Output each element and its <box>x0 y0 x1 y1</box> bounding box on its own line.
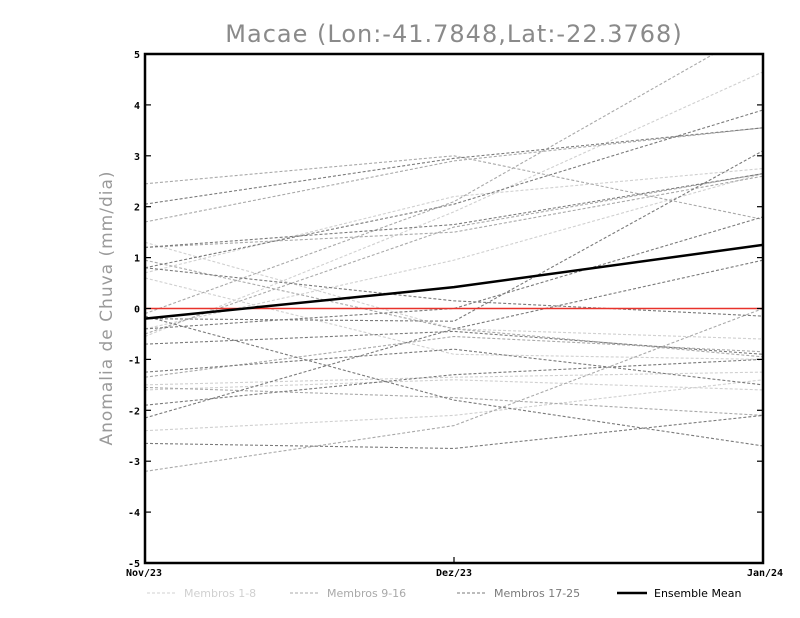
legend-label-3: Membros 17-25 <box>494 587 580 600</box>
y-tick-label: -4 <box>128 508 140 519</box>
member-line-group3-4 <box>145 358 763 406</box>
y-tick-label: -1 <box>128 355 140 366</box>
member-line-group1-3 <box>145 173 763 330</box>
member-line-group2-6 <box>145 175 763 248</box>
member-line-group2-4 <box>145 335 763 378</box>
member-line-group3-6 <box>145 150 763 322</box>
y-tick-label: 2 <box>134 203 140 214</box>
member-line-group3-9 <box>145 315 763 447</box>
y-tick-label: 1 <box>134 254 140 265</box>
y-axis-ticks: -5 -4 -3 -2 -1 0 1 2 3 4 5 <box>128 50 763 570</box>
x-tick-label: Jan/24 <box>747 568 783 579</box>
y-tick-label: 5 <box>134 50 140 61</box>
member-line-group3-7 <box>145 259 763 419</box>
member-line-group3-3 <box>145 109 763 269</box>
member-line-group1-1 <box>145 379 763 432</box>
member-line-group1-7 <box>145 167 763 274</box>
x-tick-label: Dez/23 <box>436 568 472 579</box>
member-line-group3-2 <box>145 127 763 205</box>
x-axis-ticks: Nov/23 Dez/23 Jan/24 <box>126 557 783 579</box>
legend-label-4: Ensemble Mean <box>654 587 741 600</box>
y-axis-label: Anomalia de Chuva (mm/dia) <box>97 170 117 445</box>
y-tick-label: 3 <box>134 152 140 163</box>
member-line-group3-11 <box>145 348 763 386</box>
member-line-group2-5 <box>145 54 715 315</box>
member-line-group1-4 <box>145 277 763 360</box>
y-tick-label: -3 <box>128 457 140 468</box>
member-line-group1-8 <box>145 371 763 386</box>
member-line-group2-3 <box>145 127 763 223</box>
x-tick-label: Nov/23 <box>126 568 162 579</box>
y-tick-label: 4 <box>134 101 140 112</box>
member-line-group2-2 <box>145 155 763 220</box>
legend: Membros 1-8 Membros 9-16 Membros 17-25 Ense… <box>147 587 741 600</box>
member-line-group3-5 <box>145 330 763 355</box>
member-line-group3-8 <box>145 267 763 317</box>
legend-label-2: Membros 9-16 <box>327 587 406 600</box>
member-line-group2-7 <box>145 386 763 416</box>
member-line-group3-1 <box>145 414 763 450</box>
y-tick-label: -5 <box>128 559 140 570</box>
legend-label-1: Membros 1-8 <box>184 587 256 600</box>
y-tick-label: 0 <box>134 305 140 316</box>
member-line-group2-1 <box>145 307 763 472</box>
mean-line-group <box>144 243 764 320</box>
member-line-group2-9 <box>145 173 763 335</box>
member-line-group1-2 <box>145 379 763 391</box>
ensemble-mean-line <box>144 243 764 320</box>
member-line-group3-10 <box>145 173 763 248</box>
chart-title: Macae (Lon:-41.7848,Lat:-22.3768) <box>225 20 682 48</box>
y-tick-label: -2 <box>128 406 140 417</box>
member-line-group1-5 <box>145 71 763 338</box>
member-lines <box>145 54 763 472</box>
